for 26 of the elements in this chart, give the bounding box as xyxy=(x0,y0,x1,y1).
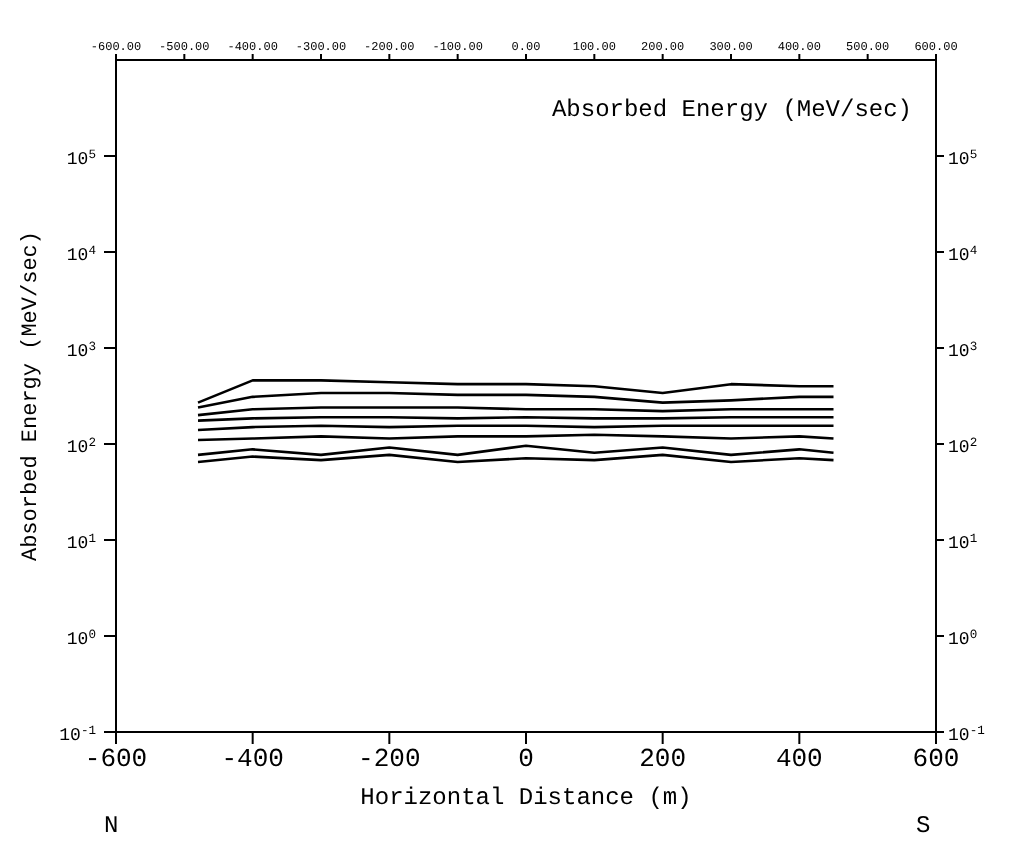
y-tick-label: 10$^{1}$ xyxy=(948,531,978,554)
y-tick-label: 10$^{5}$ xyxy=(948,147,978,170)
text: N xyxy=(104,812,119,840)
text: 10$^{-1}$ xyxy=(59,723,96,746)
x-tick-label: 200 xyxy=(639,744,687,775)
text: 10$^{1}$ xyxy=(66,531,96,554)
y-tick-label: 10$^{-1}$ xyxy=(948,723,986,746)
text: 10$^{2}$ xyxy=(66,435,96,458)
x-tick-label: 600 xyxy=(912,744,960,775)
x-tick-label: -200 xyxy=(358,744,421,775)
y-tick-label: 10$^{0}$ xyxy=(948,627,978,650)
text: 10$^{4}$ xyxy=(66,243,96,266)
y-axis-title: Absorbed Energy (MeV/sec) xyxy=(19,230,44,562)
x-tick-label: 400 xyxy=(775,744,823,775)
text: 10$^{5}$ xyxy=(66,147,96,170)
y-tick-label: 10$^{2}$ xyxy=(948,435,978,458)
text: 10$^{0}$ xyxy=(66,627,96,650)
text: S xyxy=(916,812,931,840)
text: Absorbed Energy (MeV/sec) xyxy=(551,96,912,124)
y-tick-label: 10$^{3}$ xyxy=(948,339,978,362)
y-tick-label: 10$^{4}$ xyxy=(948,243,978,266)
text: 10$^{3}$ xyxy=(66,339,96,362)
x-tick-label: -400 xyxy=(221,744,284,775)
x-tick-label: -600 xyxy=(84,744,148,775)
x-tick-label: 0 xyxy=(518,744,534,775)
x-axis-title: Horizontal Distance (m) xyxy=(360,784,692,812)
